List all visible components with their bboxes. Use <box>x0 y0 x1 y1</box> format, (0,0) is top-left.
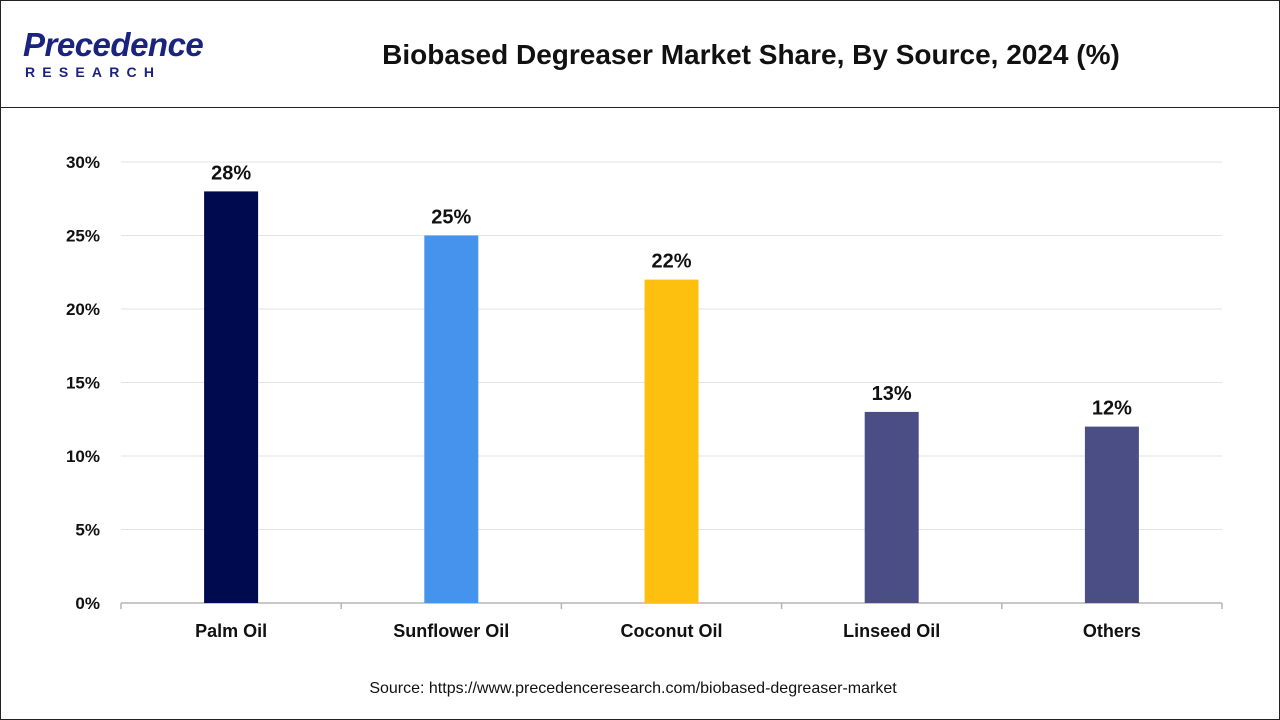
header: Precedence RESEARCH Biobased Degreaser M… <box>1 1 1279 108</box>
logo: Precedence RESEARCH <box>23 27 223 83</box>
bar <box>424 235 479 603</box>
data-label: 22% <box>651 251 691 273</box>
x-tick-label: Palm Oil <box>195 621 267 641</box>
y-tick-label: 0% <box>75 594 100 613</box>
x-tick-label: Linseed Oil <box>843 621 940 641</box>
bar <box>644 279 699 603</box>
logo-main-text: Precedence <box>23 26 204 63</box>
bar <box>204 191 259 603</box>
y-tick-label: 15% <box>66 374 100 393</box>
y-tick-label: 5% <box>75 521 100 540</box>
y-tick-label: 30% <box>66 153 100 172</box>
data-label: 28% <box>211 162 251 184</box>
x-tick-label: Others <box>1083 621 1141 641</box>
x-tick-label: Coconut Oil <box>621 621 723 641</box>
y-tick-label: 25% <box>66 227 100 246</box>
bar <box>864 411 919 603</box>
bar <box>1084 426 1139 603</box>
y-tick-label: 20% <box>66 300 100 319</box>
logo-sub-text: RESEARCH <box>25 64 162 80</box>
data-label: 13% <box>872 383 912 405</box>
data-label: 25% <box>431 207 471 229</box>
data-label: 12% <box>1092 398 1132 420</box>
chart-title: Biobased Degreaser Market Share, By Sour… <box>382 39 1120 70</box>
source-note: Source: https://www.precedenceresearch.c… <box>369 680 897 697</box>
x-tick-label: Sunflower Oil <box>393 621 509 641</box>
y-tick-label: 10% <box>66 447 100 466</box>
